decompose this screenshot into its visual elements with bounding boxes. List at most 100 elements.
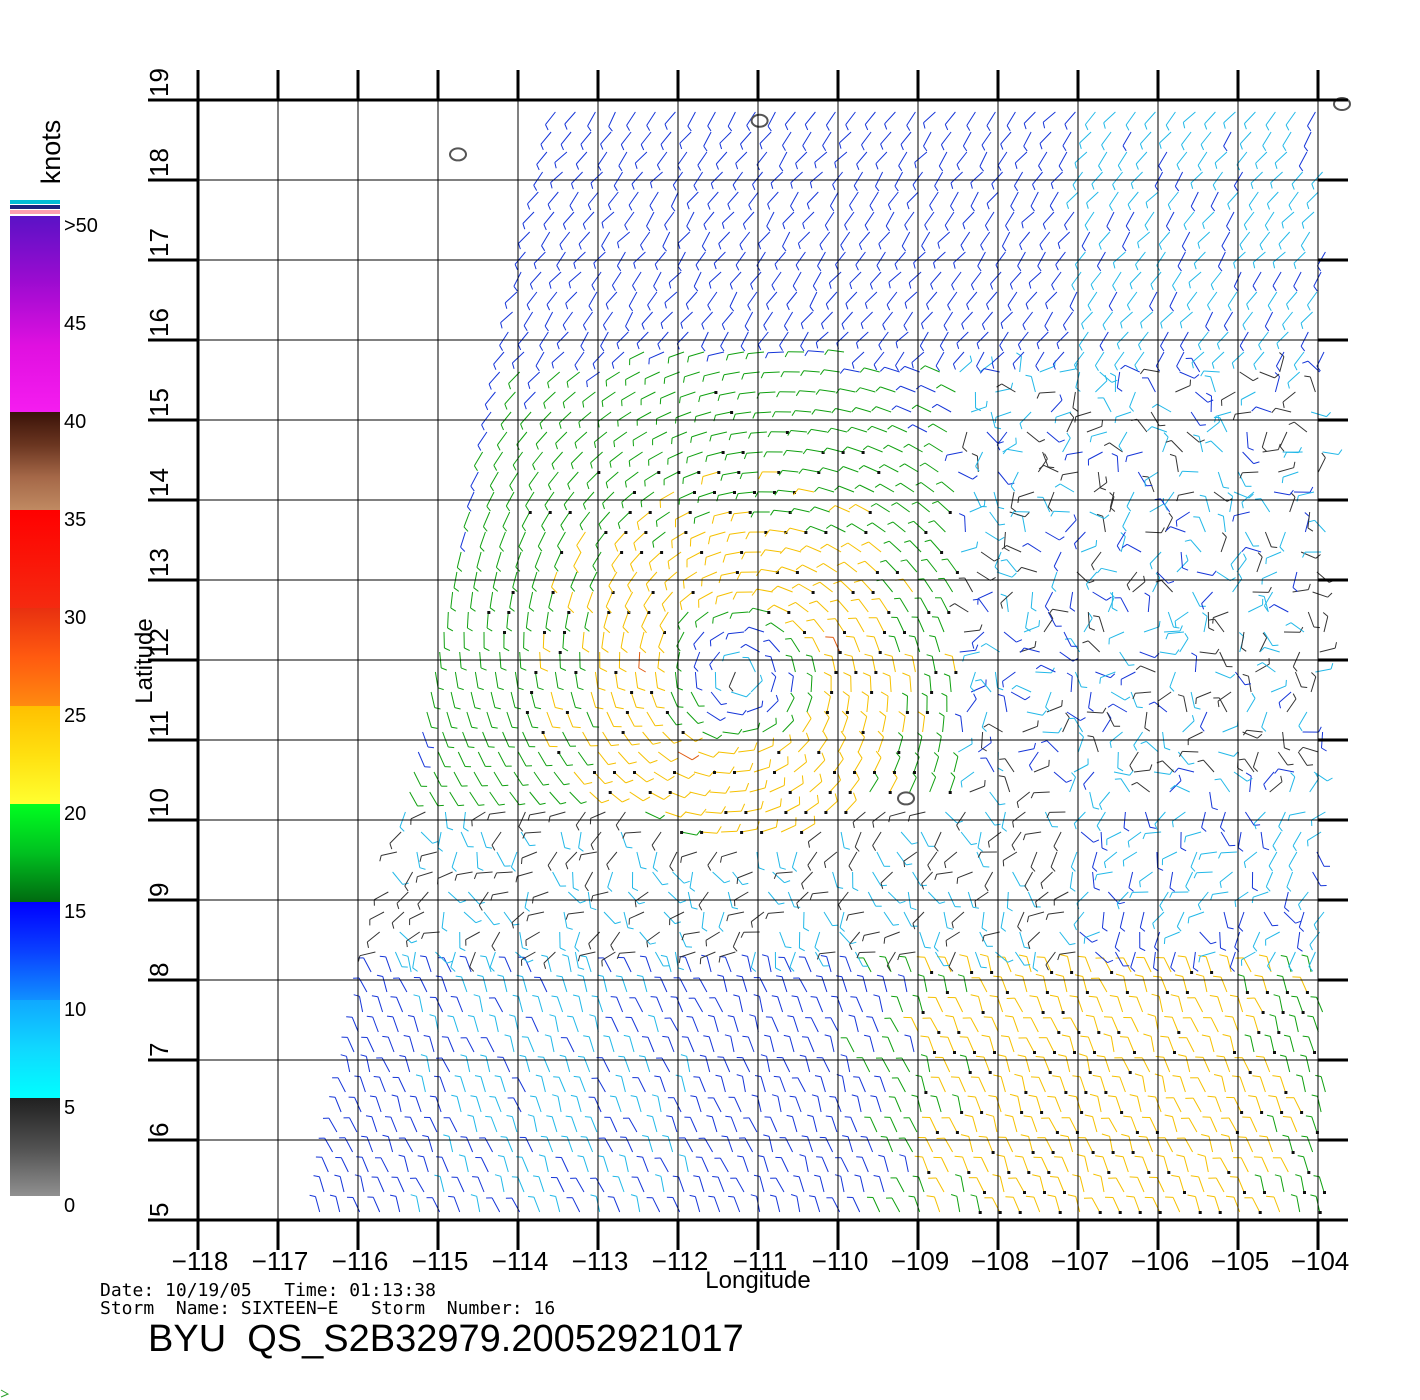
wind-barb-tick <box>560 525 565 531</box>
wind-barb <box>831 1116 838 1133</box>
wind-barb-tick <box>1257 552 1263 558</box>
wind-barb-tick <box>437 687 444 691</box>
wind-barb <box>1160 976 1168 993</box>
wind-barb-tick <box>498 803 505 806</box>
wind-barb <box>864 211 875 226</box>
wind-barb <box>689 871 694 888</box>
rain-flag <box>825 711 829 714</box>
wind-barb-tick <box>1050 866 1056 872</box>
wind-barb <box>691 431 708 438</box>
wind-barb-tick <box>1164 504 1168 511</box>
wind-barb <box>798 231 811 244</box>
wind-barb <box>551 351 565 363</box>
wind-barb-tick <box>1248 493 1254 499</box>
wind-barb-tick <box>544 1034 551 1037</box>
wind-barb <box>1187 731 1203 740</box>
wind-barb <box>887 444 903 453</box>
wind-barb-tick <box>1177 955 1186 958</box>
wind-barb-tick <box>807 692 813 698</box>
wind-barb-tick <box>664 224 668 231</box>
wind-barb-tick <box>460 1136 467 1138</box>
wind-barb-tick <box>1059 536 1065 541</box>
wind-barb-tick <box>1132 693 1136 700</box>
rain-flag <box>854 671 858 674</box>
wind-barb-tick <box>825 524 832 529</box>
wind-barb <box>505 491 515 507</box>
wind-barb <box>1055 411 1072 418</box>
wind-barb <box>664 571 678 583</box>
wind-barb <box>1206 421 1220 433</box>
rain-flag <box>883 631 886 634</box>
wind-barb-tick <box>528 607 535 612</box>
wind-barb <box>1264 311 1274 327</box>
wind-barb-tick <box>1252 887 1258 892</box>
wind-barb <box>869 675 872 693</box>
wind-barb-tick <box>906 203 910 210</box>
wind-barb-tick <box>365 1115 372 1118</box>
wind-barb <box>1265 931 1280 941</box>
wind-barb-tick <box>862 445 869 451</box>
wind-barb-tick <box>391 922 395 929</box>
wind-barb <box>1282 471 1299 478</box>
wind-barb <box>814 1196 821 1213</box>
rain-flag <box>1210 971 1214 974</box>
wind-barb <box>847 542 862 553</box>
wind-barb-tick <box>1053 566 1059 572</box>
rain-flag <box>1257 1031 1261 1034</box>
colorbar-flag-band <box>10 210 60 214</box>
wind-barb <box>1263 596 1269 613</box>
wind-barb <box>708 1036 715 1053</box>
wind-barb-tick <box>1188 762 1195 765</box>
wind-barb-tick <box>875 750 882 758</box>
rain-flag <box>597 471 601 474</box>
wind-barb-tick <box>950 205 955 212</box>
wind-barb <box>1064 211 1075 226</box>
wind-barb <box>933 520 946 533</box>
wind-barb-tick <box>1253 364 1257 370</box>
wind-barb-tick <box>597 1155 604 1158</box>
wind-barb-tick <box>786 1114 793 1118</box>
wind-barb <box>947 291 958 306</box>
wind-barb-tick <box>725 633 729 640</box>
wind-barb-tick <box>879 955 886 958</box>
wind-barb <box>812 891 829 895</box>
wind-barb-tick <box>313 1175 320 1178</box>
wind-barb-tick <box>573 1075 580 1078</box>
rain-flag <box>700 551 704 554</box>
wind-barb <box>1312 871 1322 887</box>
wind-barb <box>532 451 543 465</box>
wind-barb-tick <box>572 994 580 997</box>
wind-barb <box>1176 511 1190 522</box>
wind-barb-tick <box>906 863 913 866</box>
wind-barb-tick <box>1102 324 1107 331</box>
wind-barb-tick <box>704 789 711 797</box>
wind-barb-tick <box>1237 847 1244 852</box>
wind-barb-tick <box>784 351 789 358</box>
wind-barb-tick <box>402 954 409 957</box>
wind-barb-tick <box>804 350 809 357</box>
wind-barb-tick <box>1083 937 1086 944</box>
wind-barb-tick <box>1179 345 1185 352</box>
wind-barb <box>494 1096 502 1113</box>
rain-flag <box>1077 1031 1081 1034</box>
wind-barb-tick <box>886 965 891 972</box>
wind-barb-tick <box>740 643 746 649</box>
wind-barb-tick <box>604 781 613 785</box>
wind-barb-tick <box>931 403 938 409</box>
wind-barb-tick <box>1055 973 1064 977</box>
wind-barb-tick <box>792 488 799 496</box>
wind-barb <box>670 191 679 207</box>
wind-barb <box>555 1196 561 1213</box>
wind-barb <box>830 1017 839 1033</box>
wind-barb-tick <box>852 822 855 829</box>
wind-barb <box>545 611 549 628</box>
wind-barb <box>404 1056 411 1073</box>
wind-barb <box>551 451 563 465</box>
wind-barb-tick <box>1024 964 1031 966</box>
wind-barb-tick <box>1087 305 1092 311</box>
wind-barb <box>889 675 892 693</box>
wind-barb-tick <box>619 667 627 673</box>
wind-barb <box>392 1016 399 1033</box>
rain-flag <box>663 631 666 634</box>
wind-barb-tick <box>552 1094 559 1097</box>
